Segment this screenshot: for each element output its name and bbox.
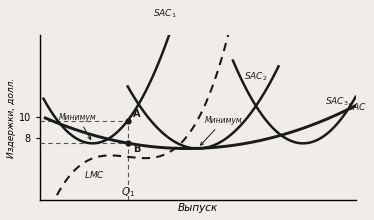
Text: B: B [133, 144, 140, 154]
Text: Минимум: Минимум [200, 116, 242, 145]
Y-axis label: Издержки, долл.: Издержки, долл. [7, 77, 16, 158]
X-axis label: Выпуск: Выпуск [178, 203, 218, 213]
Text: $SAC_3$: $SAC_3$ [325, 95, 348, 108]
Text: $SAC_1$: $SAC_1$ [153, 7, 177, 20]
Text: Минимум: Минимум [59, 113, 97, 139]
Text: A: A [133, 108, 141, 119]
Text: $LMC$: $LMC$ [84, 169, 105, 180]
Text: $Q_1$: $Q_1$ [121, 185, 135, 199]
Text: $SAC_2$: $SAC_2$ [244, 71, 267, 83]
Text: $LAC$: $LAC$ [347, 101, 367, 112]
